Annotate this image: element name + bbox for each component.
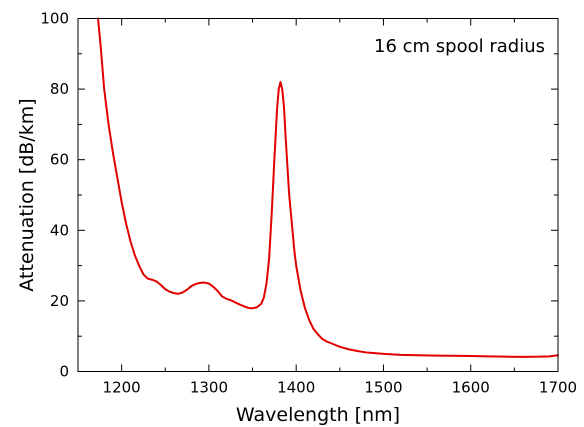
- y-tick-label: 60: [50, 151, 69, 169]
- x-tick-label: 1300: [190, 379, 228, 397]
- y-tick-label: 100: [40, 10, 69, 28]
- x-tick-label: 1200: [103, 379, 141, 397]
- x-axis-label: Wavelength [nm]: [236, 404, 400, 426]
- x-tick-label: 1600: [452, 379, 490, 397]
- attenuation-series-line: [97, 17, 559, 358]
- x-tick-label: 1700: [539, 379, 577, 397]
- series-layer: [97, 17, 559, 358]
- y-axis-label: Attenuation [dB/km]: [16, 98, 38, 291]
- plot-frame: [77, 18, 559, 372]
- y-tick-label: 80: [50, 80, 69, 98]
- axis-ticks: [77, 18, 559, 372]
- x-tick-label: 1400: [277, 379, 315, 397]
- x-tick-label: 1500: [364, 379, 402, 397]
- tick-labels: 1200 1300 1400 1500 1600 1700 0 20 40 60 80 100: [40, 10, 577, 397]
- y-tick-label: 0: [59, 363, 69, 381]
- y-tick-label: 20: [50, 292, 69, 310]
- chart-annotation: 16 cm spool radius: [374, 36, 545, 57]
- y-tick-label: 40: [50, 221, 69, 239]
